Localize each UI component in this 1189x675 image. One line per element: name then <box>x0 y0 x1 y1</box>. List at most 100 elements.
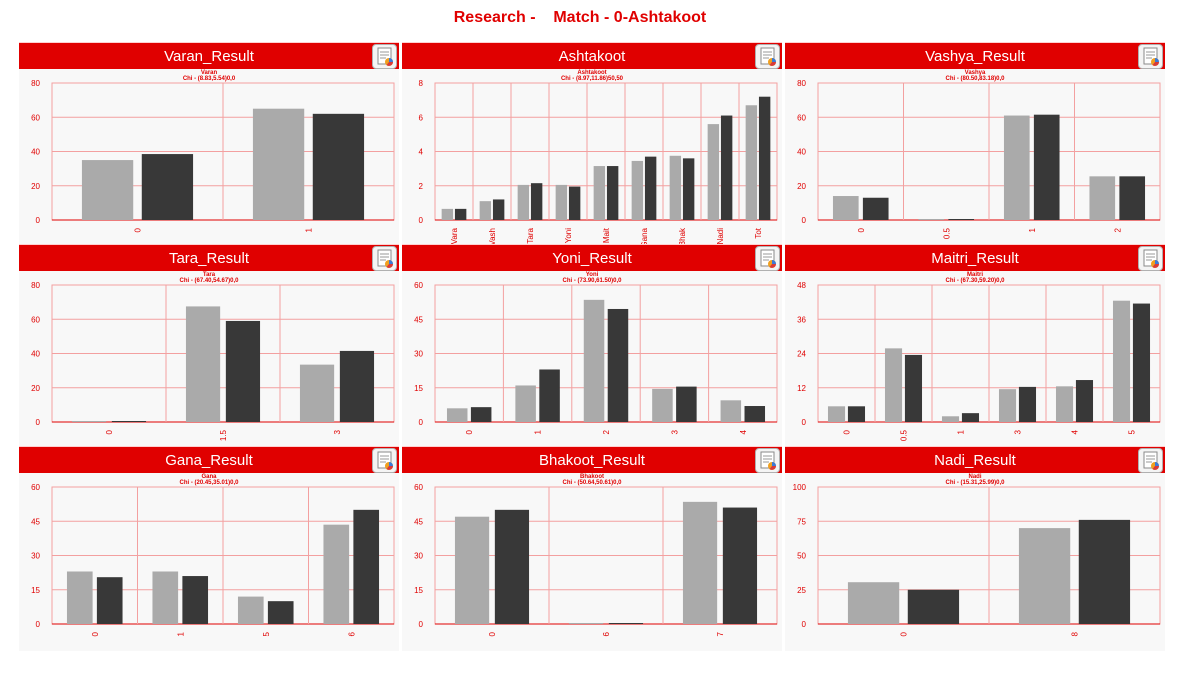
panel-title: Maitri_Result <box>931 250 1019 267</box>
spreadsheet-export-icon[interactable] <box>372 246 397 271</box>
panel-header: Ashtakoot <box>402 42 782 69</box>
x-tick-label: 3 <box>333 429 342 434</box>
y-tick-label: 20 <box>31 384 40 393</box>
y-tick-label: 80 <box>797 79 806 88</box>
bar-maitri-4-s1 <box>1055 386 1074 422</box>
spreadsheet-export-icon[interactable] <box>755 44 780 69</box>
chart-subtitle: Chi - (80.50,83.18)0,0 <box>945 76 1005 82</box>
panel-header: Maitri_Result <box>785 244 1165 271</box>
x-tick-label: 0 <box>105 429 114 434</box>
x-tick-label: 8 <box>1071 631 1080 636</box>
chart-subtitle: Chi - (67.30,59.20)0,0 <box>945 278 1005 284</box>
chart-subtitle: Chi - (8.83,5.54)0,0 <box>183 76 236 82</box>
bar-varan-1-s1 <box>252 108 305 220</box>
y-tick-label: 45 <box>31 517 40 526</box>
bar-ashtakoot-Yoni-s2 <box>568 186 581 220</box>
bar-ashtakoot-Yoni-s1 <box>555 184 568 220</box>
bar-bhakoot-6-s1 <box>568 623 604 624</box>
y-tick-label: 45 <box>414 315 423 324</box>
bar-maitri-3-s2 <box>1018 386 1037 422</box>
panel-header: Gana_Result <box>19 446 399 473</box>
chart-title: Bhakoot <box>580 474 604 480</box>
y-tick-label: 0 <box>802 620 807 629</box>
bar-yoni-3-s1 <box>652 388 673 422</box>
chart-panel-tara: Tara_Result Tara Chi - (67.40,54.67)0,0 0 20… <box>19 244 399 449</box>
x-tick-label: Yoni <box>564 228 573 244</box>
chart-subtitle: Chi - (67.40,54.67)0,0 <box>179 278 239 284</box>
y-tick-label: 50 <box>797 552 806 561</box>
bar-tara-3-s2 <box>339 350 375 422</box>
bar-nadi-8-s1 <box>1018 528 1071 624</box>
bar-yoni-2-s1 <box>583 299 605 422</box>
y-tick-label: 40 <box>31 350 40 359</box>
bar-maitri-1-s2 <box>961 413 980 422</box>
x-tick-label: 0 <box>843 429 852 434</box>
bar-yoni-1-s1 <box>515 385 536 422</box>
bar-maitri-0.5-s2 <box>904 354 923 422</box>
spreadsheet-export-icon[interactable] <box>1138 246 1163 271</box>
bar-vashya-1-s1 <box>1003 115 1030 220</box>
panel-header: Bhakoot_Result <box>402 446 782 473</box>
bar-vashya-0.5-s1 <box>918 219 945 220</box>
panel-header: Yoni_Result <box>402 244 782 271</box>
chart-panel-bhakoot: Bhakoot_Result Bhakoot Chi - (50.64,50.61)… <box>402 446 782 651</box>
y-tick-label: 30 <box>31 552 40 561</box>
y-tick-label: 0 <box>36 216 41 225</box>
x-tick-label: Mait <box>602 227 611 243</box>
bar-maitri-0-s2 <box>847 406 866 422</box>
y-tick-label: 0 <box>419 620 424 629</box>
bar-gana-0-s2 <box>96 577 123 624</box>
panel-header: Tara_Result <box>19 244 399 271</box>
chart-title: Vashya <box>965 70 986 76</box>
x-tick-label: Vash <box>488 228 497 246</box>
spreadsheet-export-icon[interactable] <box>372 448 397 473</box>
chart-subtitle: Chi - (73.90,61.50)0,0 <box>562 278 622 284</box>
spreadsheet-export-icon[interactable] <box>1138 448 1163 473</box>
y-tick-label: 36 <box>797 315 806 324</box>
x-tick-label: Tara <box>526 227 535 243</box>
bar-gana-5-s2 <box>267 601 294 624</box>
y-tick-label: 0 <box>36 620 41 629</box>
spreadsheet-export-icon[interactable] <box>1138 44 1163 69</box>
x-tick-label: 5 <box>1128 429 1137 434</box>
spreadsheet-export-icon[interactable] <box>372 44 397 69</box>
bar-maitri-5-s1 <box>1112 300 1131 422</box>
bar-varan-0-s2 <box>141 154 194 220</box>
y-tick-label: 2 <box>419 182 424 191</box>
bar-ashtakoot-Gana-s2 <box>644 156 657 220</box>
bar-maitri-0.5-s1 <box>884 348 903 422</box>
bar-gana-1-s2 <box>182 576 209 624</box>
x-tick-label: 6 <box>602 631 611 636</box>
panel-title: Bhakoot_Result <box>539 452 645 469</box>
bar-gana-1-s1 <box>152 571 179 624</box>
y-tick-label: 20 <box>31 182 40 191</box>
bar-maitri-1-s1 <box>941 416 960 422</box>
bar-gana-0-s1 <box>66 571 93 624</box>
panel-title: Nadi_Result <box>934 452 1016 469</box>
y-tick-label: 60 <box>31 113 40 122</box>
y-tick-label: 12 <box>797 384 806 393</box>
bar-bhakoot-7-s2 <box>722 507 758 624</box>
x-tick-label: Vara <box>450 227 459 244</box>
bar-maitri-3-s1 <box>998 389 1017 422</box>
bar-ashtakoot-Gana-s1 <box>631 160 644 220</box>
bar-bhakoot-6-s2 <box>608 623 644 624</box>
chart-title: Yoni <box>586 272 599 278</box>
bar-ashtakoot-Tara-s1 <box>517 184 530 220</box>
spreadsheet-export-icon[interactable] <box>755 448 780 473</box>
spreadsheet-export-icon[interactable] <box>755 246 780 271</box>
bar-vashya-2-s1 <box>1089 176 1116 220</box>
panel-title: Tara_Result <box>168 250 250 267</box>
bar-vashya-1-s2 <box>1033 114 1060 220</box>
x-tick-label: 1 <box>534 429 543 434</box>
bar-varan-0-s1 <box>81 160 134 220</box>
y-tick-label: 8 <box>419 79 424 88</box>
chart-title: Gana <box>201 474 217 480</box>
y-tick-label: 48 <box>797 281 806 290</box>
panel-header: Nadi_Result <box>785 446 1165 473</box>
